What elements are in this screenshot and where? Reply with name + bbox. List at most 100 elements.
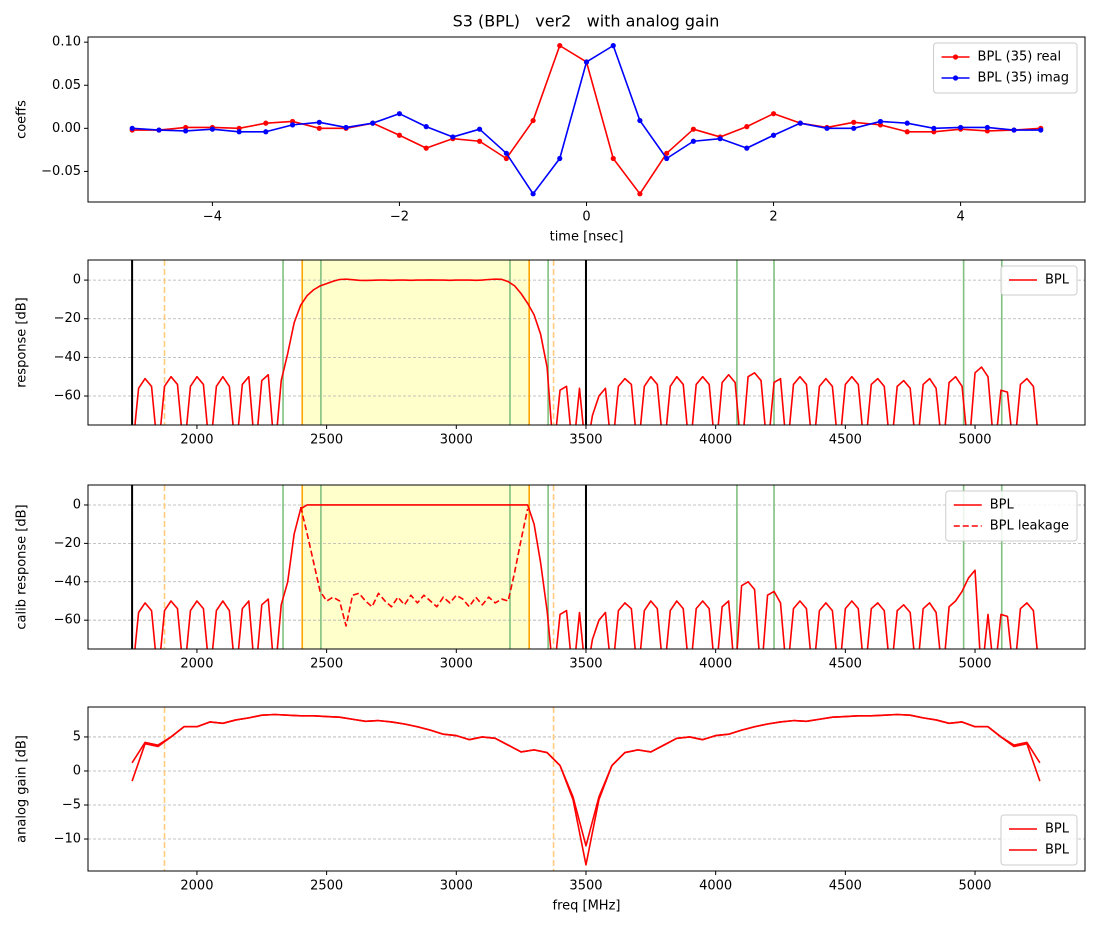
series-marker: [1011, 127, 1017, 133]
plot-area: [88, 485, 1085, 649]
y-axis-label: coeffs: [15, 100, 30, 139]
chart-title: S3 (BPL) ver2 with analog gain: [453, 12, 720, 31]
series-marker: [423, 124, 429, 130]
y-tick-label: −60: [54, 613, 81, 628]
series-marker: [396, 111, 403, 117]
series-marker: [423, 145, 429, 151]
x-tick-label: 2000: [180, 657, 213, 672]
series-marker: [289, 122, 296, 128]
series-marker: [824, 125, 830, 131]
x-tick-label: 4000: [699, 657, 732, 672]
y-tick-label: 5: [73, 729, 81, 744]
plot-area: [88, 707, 1085, 871]
series-marker: [770, 111, 777, 117]
series-marker: [183, 128, 189, 134]
series-marker: [530, 117, 536, 124]
series-marker: [984, 124, 990, 131]
x-tick-label: 5000: [958, 657, 991, 672]
x-axis-label: freq [MHz]: [553, 899, 621, 914]
x-tick-label: 4000: [699, 879, 732, 894]
series-marker: [316, 119, 322, 125]
series-marker: [370, 120, 376, 126]
series-marker: [476, 126, 483, 132]
y-tick-label: 0: [73, 273, 81, 288]
series-marker: [263, 120, 269, 126]
legend-label: BPL: [1045, 273, 1070, 288]
y-tick-label: −5: [62, 797, 81, 812]
x-tick-label: 2500: [310, 657, 343, 672]
series-line: [134, 278, 1038, 425]
legend-label: BPL: [1045, 822, 1070, 837]
x-tick-label: 3500: [569, 657, 602, 672]
pass-band-span: [302, 260, 530, 425]
series-marker: [557, 155, 563, 162]
y-tick-label: −40: [54, 350, 81, 365]
x-tick-label: 4500: [829, 879, 862, 894]
y-tick-label: −40: [54, 574, 81, 589]
x-tick-label: 2: [769, 210, 777, 225]
y-tick-label: 0: [73, 763, 81, 778]
legend: BPL: [1000, 265, 1078, 296]
series-marker: [904, 120, 910, 126]
series-marker: [610, 43, 616, 49]
series-marker: [958, 124, 964, 131]
legend-label: BPL (35) real: [978, 50, 1062, 65]
series-marker: [156, 127, 162, 133]
series-marker: [744, 145, 750, 151]
x-tick-label: 5000: [958, 879, 991, 894]
legend: BPL BPL: [1000, 814, 1078, 866]
x-tick-label: 3500: [569, 879, 602, 894]
axes-frame: [87, 259, 1086, 426]
series-marker: [690, 126, 697, 132]
y-tick-label: 0.10: [52, 35, 81, 50]
plot-area: [129, 43, 1044, 197]
series-marker: [851, 119, 857, 125]
y-tick-label: 0.00: [52, 121, 81, 136]
series-marker: [557, 43, 563, 49]
legend: BPL (35) real BPL (35) imag: [933, 42, 1078, 94]
legend-box: [1000, 265, 1078, 296]
x-tick-label: 4500: [829, 657, 862, 672]
x-tick-label: 2000: [180, 879, 213, 894]
x-tick-label: 4500: [829, 433, 862, 448]
legend-box: [933, 42, 1078, 94]
series-marker: [583, 59, 590, 65]
series-marker: [209, 126, 215, 132]
series-marker: [717, 136, 723, 142]
series-line: [134, 504, 1038, 649]
series-marker: [129, 125, 135, 131]
x-tick-label: 3000: [440, 879, 473, 894]
y-tick-label: −60: [54, 389, 81, 404]
x-tick-label: 4000: [699, 433, 732, 448]
series-marker: [664, 155, 670, 162]
x-tick-label: 3000: [440, 433, 473, 448]
y-tick-label: −20: [54, 311, 81, 326]
series-marker: [450, 134, 456, 140]
x-tick-label: 2000: [180, 433, 213, 448]
y-axis-label: analog gain [dB]: [15, 735, 30, 843]
axes-frame: [87, 484, 1086, 650]
legend: BPL BPL leakage: [945, 490, 1078, 542]
series-marker: [396, 132, 403, 138]
legend-label: BPL leakage: [990, 519, 1069, 534]
series-marker: [690, 138, 697, 144]
x-tick-label: 2500: [310, 879, 343, 894]
series-marker: [770, 132, 777, 138]
series-marker: [637, 191, 643, 197]
y-tick-label: 0: [73, 497, 81, 512]
series-line: [299, 506, 529, 627]
x-tick-label: −2: [390, 210, 409, 225]
series-marker: [476, 138, 483, 144]
series-marker: [797, 120, 803, 126]
x-tick-label: 5000: [958, 433, 991, 448]
x-tick-label: 3000: [440, 657, 473, 672]
legend-label: BPL: [990, 498, 1015, 513]
legend-marker: [952, 54, 959, 60]
y-tick-label: −0.05: [41, 164, 81, 179]
x-axis-label: time [nsec]: [550, 230, 624, 245]
series-marker: [904, 129, 910, 135]
series-marker: [664, 150, 670, 156]
series-marker: [343, 124, 349, 131]
